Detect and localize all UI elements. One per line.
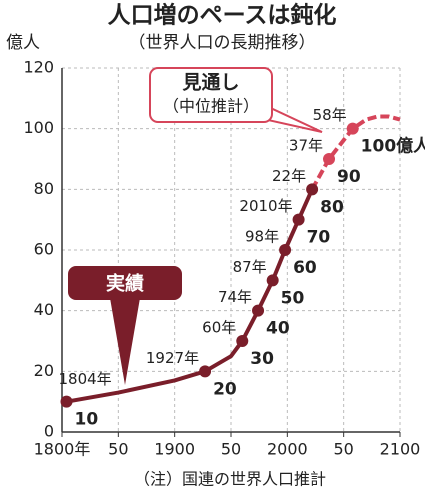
y-tick-label: 40 (34, 300, 54, 319)
point-year-label: 22年 (272, 167, 306, 185)
y-tick-label: 80 (34, 179, 54, 198)
point-year-label: 74年 (218, 288, 252, 306)
y-axis-label: 億人 (6, 33, 40, 53)
marker (236, 335, 249, 347)
point-year-label: 98年 (245, 228, 279, 246)
y-tick-label: 0 (44, 422, 54, 441)
chart-subtitle: （世界人口の長期推移） (129, 33, 316, 53)
point-value-label: 60 (293, 258, 317, 278)
label-box (68, 266, 182, 300)
marker (306, 183, 319, 196)
point-year-label: 58年 (313, 106, 347, 124)
point-value-label: 20 (213, 379, 237, 399)
series-label: 見通し (182, 72, 239, 94)
y-tick-label: 120 (23, 58, 54, 77)
point-value-label: 30 (250, 349, 274, 369)
y-tick-label: 20 (34, 361, 54, 380)
chart-title: 人口増のペースは鈍化 (108, 2, 337, 29)
point-value-label: 90 (337, 167, 361, 187)
marker (199, 365, 212, 378)
point-value-label: 100億人 (361, 136, 425, 157)
x-tick-label: 50 (108, 440, 128, 459)
pointer (110, 298, 140, 385)
marker (60, 395, 73, 408)
marker (323, 153, 336, 165)
point-year-label: 1804年 (59, 370, 112, 388)
point-value-label: 40 (266, 319, 290, 339)
x-tick-label: 1900 (154, 440, 195, 459)
point-value-label: 80 (320, 197, 344, 217)
marker (292, 213, 305, 226)
point-year-label: 2010年 (239, 197, 292, 215)
series-label: 実績 (106, 272, 144, 295)
x-tick-label: 2100 (380, 440, 421, 459)
marker (279, 244, 292, 256)
footnote: （注）国連の世界人口推計 (134, 470, 326, 489)
point-value-label: 50 (281, 288, 305, 308)
point-year-label: 87年 (233, 258, 267, 276)
x-tick-label: 2000 (267, 440, 308, 459)
x-tick-label: 50 (221, 440, 241, 459)
point-value-label: 70 (307, 228, 331, 248)
marker (346, 122, 359, 135)
point-value-label: 10 (75, 410, 99, 430)
y-tick-label: 100 (23, 118, 54, 137)
x-tick-label: 1800年 (34, 440, 91, 459)
x-tick-label: 50 (333, 440, 353, 459)
point-year-label: 37年 (289, 137, 323, 155)
y-tick-label: 60 (34, 240, 54, 259)
point-year-label: 1927年 (146, 349, 199, 367)
marker (252, 304, 265, 317)
marker (266, 274, 279, 287)
forecast-note: （中位推計） (163, 97, 259, 116)
label-box (149, 67, 273, 123)
point-year-label: 60年 (202, 319, 236, 337)
